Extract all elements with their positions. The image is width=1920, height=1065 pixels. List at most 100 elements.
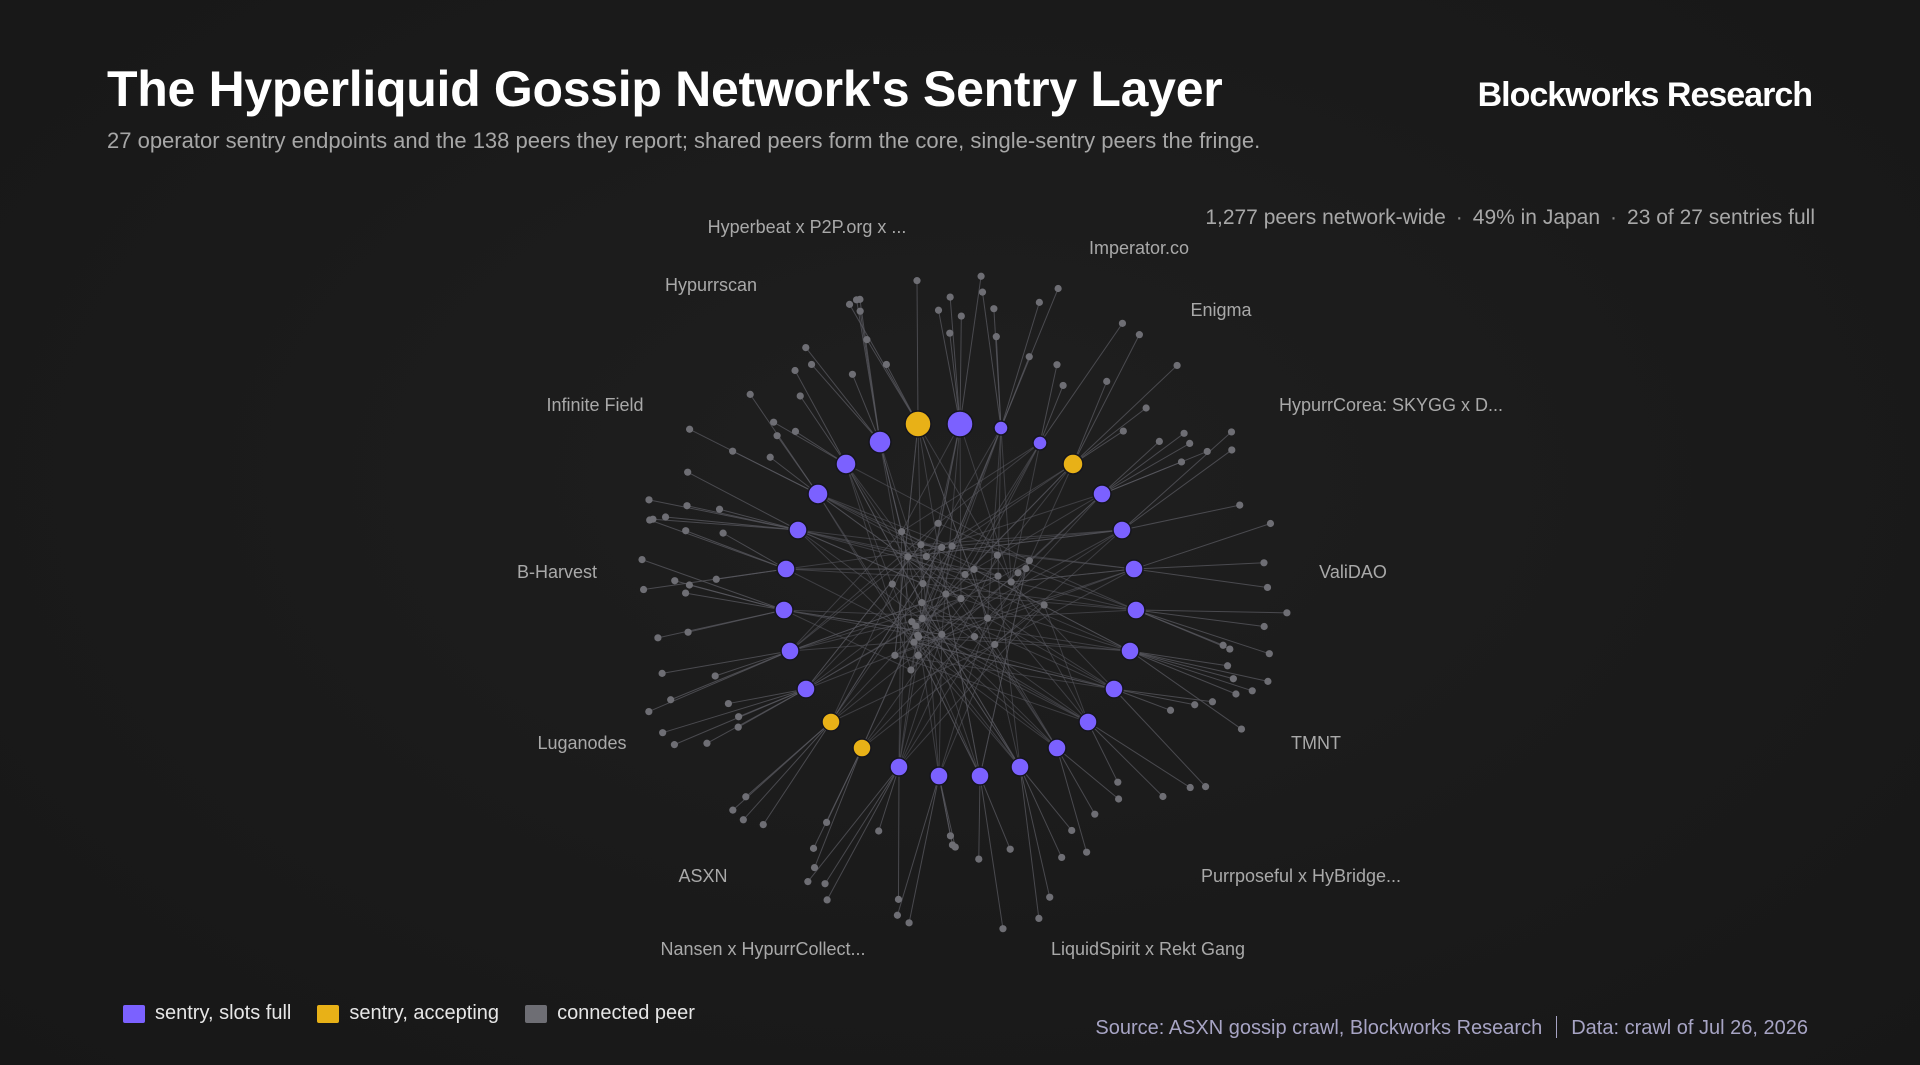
peer-edge <box>908 775 940 923</box>
peer-edge <box>1135 609 1287 614</box>
peer-node <box>1227 428 1236 436</box>
peer-node <box>948 542 956 550</box>
brand-logo: Blockworks Research <box>1477 76 1813 114</box>
peer-node <box>977 272 985 280</box>
peer-edge <box>897 766 900 900</box>
operator-label: Luganodes <box>537 733 626 753</box>
legend-swatch-peer <box>525 1004 548 1023</box>
peer-edge <box>1101 461 1182 495</box>
peer-node <box>646 516 654 524</box>
peer-edge <box>1039 364 1058 444</box>
peer-edge <box>687 609 785 633</box>
peer-edge <box>1129 650 1253 692</box>
shared-peer-edge <box>910 493 1103 671</box>
peer-node <box>957 312 965 320</box>
sentry-node-full <box>929 766 949 786</box>
peer-edge <box>1019 766 1051 898</box>
peer-node <box>810 864 819 872</box>
peer-node <box>970 633 979 641</box>
operator-label: Infinite Field <box>546 395 643 415</box>
shared-peer-edge <box>879 441 943 635</box>
peer-edge <box>949 297 961 425</box>
legend-swatch-accepting <box>317 1004 340 1023</box>
peer-edge <box>652 518 799 531</box>
peer-node <box>898 528 906 536</box>
peer-edge <box>1019 766 1063 858</box>
sentry-node-accepting <box>1062 453 1084 475</box>
peer-edge <box>1087 721 1164 797</box>
peer-node <box>957 594 965 603</box>
peer-node <box>823 896 831 904</box>
peer-edge <box>1101 442 1190 495</box>
stat-separator: · <box>1610 206 1618 229</box>
shared-peer-edge <box>894 654 1089 723</box>
shared-peer-edge <box>951 463 1074 547</box>
operator-label: B-Harvest <box>517 562 597 582</box>
shared-peer-edge <box>845 463 923 603</box>
shared-peer-edge <box>945 593 1131 652</box>
peer-node <box>888 580 896 588</box>
peer-edge <box>794 370 847 465</box>
legend-item-peer: connected peer <box>525 1002 695 1025</box>
shared-peer-edge <box>901 531 1131 652</box>
peer-node <box>807 360 816 369</box>
shared-peer-edge <box>805 602 923 690</box>
peer-node <box>645 707 653 716</box>
shared-peer-edge <box>918 636 1131 652</box>
peer-node <box>671 577 679 585</box>
peer-edge <box>728 688 807 705</box>
peer-edge <box>1056 747 1088 853</box>
shared-peer-edge <box>938 560 1030 777</box>
peer-node <box>1237 725 1246 733</box>
sentry-node-full <box>1078 712 1098 732</box>
peer-node <box>734 723 742 731</box>
peer-node <box>1103 377 1111 385</box>
peer-edge <box>742 721 832 821</box>
shared-peer-edge <box>925 427 1002 557</box>
peer-node <box>983 614 992 622</box>
sentry-node-full <box>780 641 800 661</box>
sentry-node-full <box>993 420 1009 436</box>
shared-peer-edge <box>964 463 1074 575</box>
peer-edge <box>1056 747 1119 800</box>
peer-edge <box>674 580 785 611</box>
peer-edge <box>1019 766 1040 919</box>
data-date: Data: crawl of Jul 26, 2026 <box>1571 1017 1808 1039</box>
peer-node <box>770 418 778 426</box>
peer-node <box>711 672 719 680</box>
shared-peer-edge <box>915 625 1089 723</box>
page-title: The Hyperliquid Gossip Network's Sentry … <box>107 61 1223 117</box>
peer-node <box>1266 519 1275 528</box>
peer-edge <box>938 310 961 425</box>
peer-node <box>682 527 690 535</box>
shared-peer-edge <box>917 634 1115 690</box>
shared-peer-edge <box>922 583 1137 611</box>
peer-edge <box>896 775 940 916</box>
peer-node <box>1142 404 1150 412</box>
peer-edge <box>814 747 863 868</box>
peer-edge <box>979 775 1011 850</box>
peer-node <box>1007 578 1015 586</box>
peer-node <box>729 447 737 455</box>
shared-peer-edge <box>911 609 1137 623</box>
peer-edge <box>719 508 799 531</box>
peer-node <box>948 841 957 849</box>
peer-edge <box>1000 302 1040 429</box>
peer-edge <box>859 311 881 443</box>
legend-swatch-full <box>123 1004 145 1023</box>
peer-node <box>746 390 754 398</box>
sentry-node-full <box>788 520 808 540</box>
peer-node <box>1058 853 1066 862</box>
peer-node <box>905 919 913 927</box>
shared-peer-edge <box>938 634 943 777</box>
label-layer: Hyperbeat x P2P.org x ... Imperator.co Hyp… <box>517 217 1503 959</box>
peer-node <box>684 628 692 636</box>
operator-label: Purrposeful x HyBridge... <box>1201 866 1401 886</box>
peer-node <box>1248 687 1256 695</box>
shared-peer-edge <box>845 463 975 637</box>
shared-peer-edge <box>898 568 1027 768</box>
peer-node <box>904 553 912 561</box>
shared-peer-edge <box>894 423 919 656</box>
shared-peer-edge <box>917 423 923 603</box>
shared-peer-edge <box>937 442 1041 524</box>
